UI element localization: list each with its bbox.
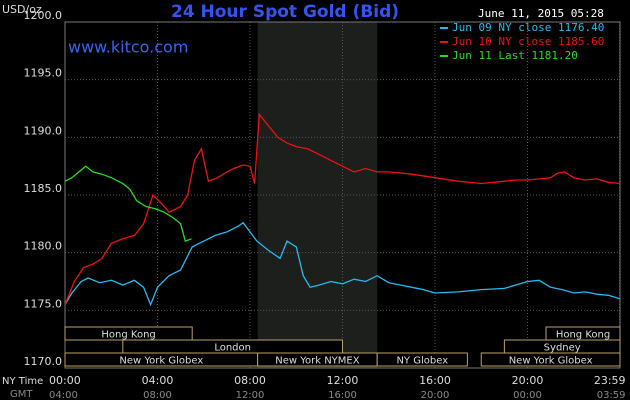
session-label: Hong Kong — [556, 330, 610, 341]
x-axis-label: NY Time — [2, 376, 43, 387]
series-line — [64, 112, 621, 305]
session-label: Sydney — [544, 343, 581, 354]
x2-tick-label: 08:00 — [143, 390, 172, 400]
x-tick-label: 04:00 — [142, 374, 174, 387]
x-tick-label: 00:00 — [49, 374, 81, 387]
x2-tick-label: 16:00 — [328, 390, 357, 400]
y-tick-label: 1175.0 — [24, 297, 63, 310]
x2-tick-label: 03:59 — [597, 390, 626, 400]
session-label: New York Globex — [509, 356, 593, 367]
plot-frame — [64, 21, 621, 369]
x2-axis-label: GMT — [10, 389, 33, 400]
session-label: New York Globex — [119, 356, 203, 367]
session-box — [480, 352, 621, 367]
session-box — [376, 352, 468, 367]
x-tick-label: 12:00 — [327, 374, 359, 387]
session-label: New York NYMEX — [275, 356, 360, 367]
series-line — [64, 221, 621, 307]
session-label: Hong Kong — [101, 330, 155, 341]
x-tick-label: 08:00 — [234, 374, 266, 387]
y-tick-label: 1180.0 — [24, 240, 63, 253]
y-axis-label: USD/oz — [2, 3, 42, 16]
x-tick-label: 20:00 — [512, 374, 544, 387]
legend-label: Jun 10 NY close 1185.60 — [452, 35, 604, 48]
y-tick-label: 1185.0 — [24, 182, 63, 195]
x2-tick-label: 12:00 — [236, 390, 265, 400]
legend-label: Jun 11 Last 1181.20 — [452, 49, 578, 62]
series-line — [64, 165, 192, 242]
x2-tick-label: 20:00 — [421, 390, 450, 400]
date: June 11, 2015 05:28 — [478, 7, 604, 20]
y-tick-label: 1195.0 — [24, 67, 63, 80]
legend-label: Jun 09 NY close 1176.40 — [452, 21, 604, 34]
session-label: NY Globex — [396, 356, 448, 367]
chart-title: 24 Hour Spot Gold (Bid) — [171, 2, 399, 22]
session-label: London — [214, 343, 251, 354]
watermark: www.kitco.com — [68, 38, 188, 57]
x-tick-label: 23:59 — [594, 374, 626, 387]
x2-tick-label: 00:00 — [513, 390, 542, 400]
y-tick-label: 1200.0 — [24, 9, 63, 22]
y-tick-label: 1170.0 — [24, 355, 63, 368]
y-tick-label: 1190.0 — [24, 124, 63, 137]
x2-tick-label: 04:00 — [49, 390, 78, 400]
x-tick-label: 16:00 — [419, 374, 451, 387]
